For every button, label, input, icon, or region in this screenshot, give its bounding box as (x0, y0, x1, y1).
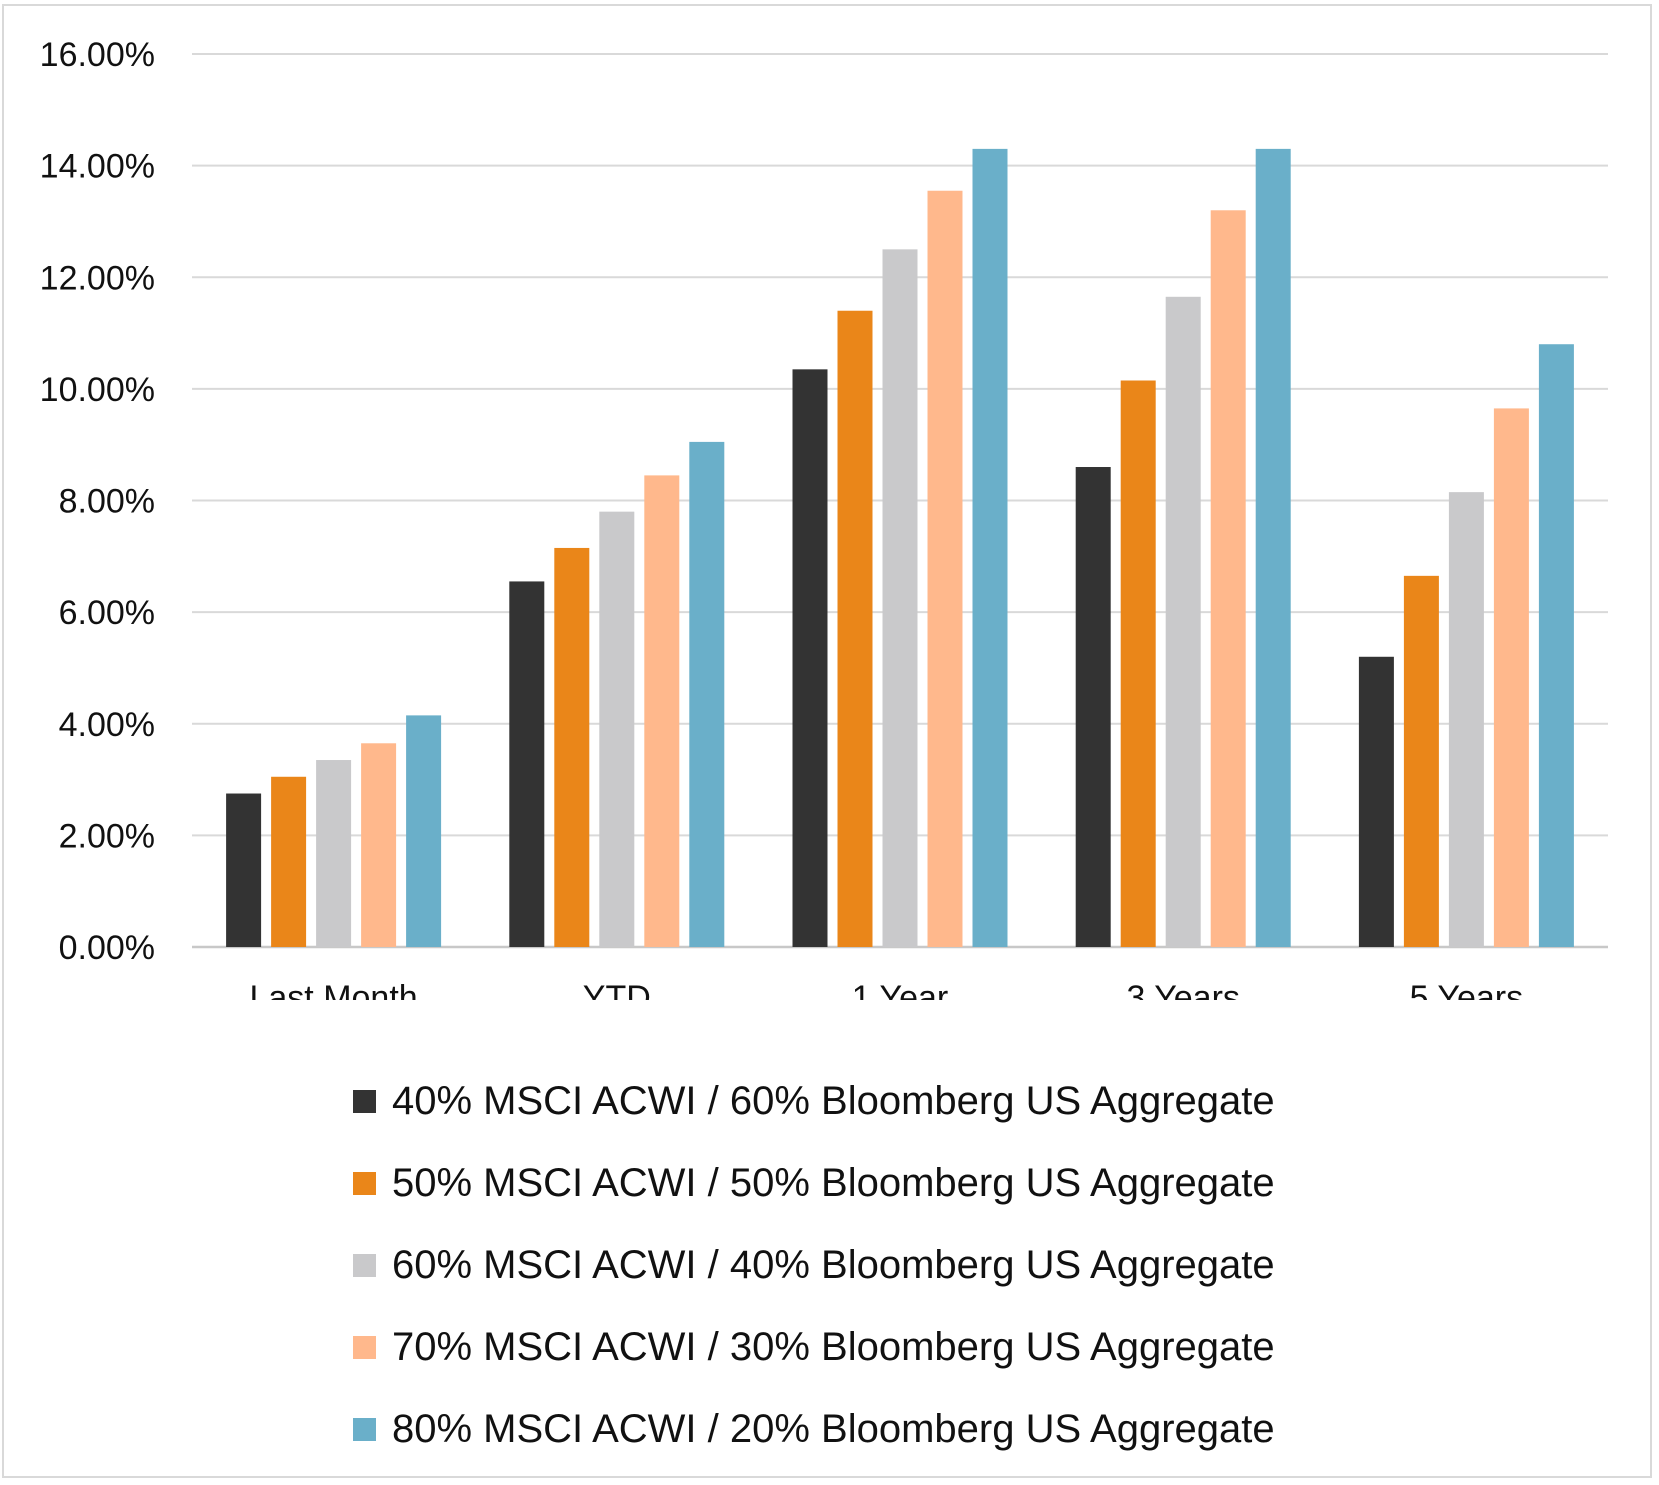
legend-item: 60% MSCI ACWI / 40% Bloomberg US Aggrega… (353, 1224, 1275, 1306)
bar (361, 743, 397, 947)
y-tick-label: 6.00% (59, 594, 155, 632)
legend-item: 40% MSCI ACWI / 60% Bloomberg US Aggrega… (353, 1060, 1275, 1142)
bar (1403, 575, 1439, 947)
bar-chart: 0.00% 2.00% 4.00% 6.00% 8.00% 10.00% 12.00% 14.… (40, 36, 1608, 1000)
bar (509, 581, 545, 947)
bar (1210, 210, 1246, 947)
bar (226, 793, 262, 947)
legend-swatch (353, 1253, 376, 1277)
bar (271, 776, 307, 947)
y-tick-label: 2.00% (59, 817, 155, 855)
x-tick-label: 3 Years (1126, 979, 1239, 1000)
bar (972, 148, 1008, 948)
y-tick-label: 10.00% (40, 371, 155, 409)
y-tick-label: 8.00% (59, 483, 155, 521)
bar (837, 310, 873, 947)
bar (1358, 656, 1394, 947)
y-tick-label: 12.00% (40, 259, 155, 297)
y-tick-label: 0.00% (59, 929, 155, 967)
legend-label: 40% MSCI ACWI / 60% Bloomberg US Aggrega… (392, 1078, 1275, 1123)
bar (1075, 467, 1111, 947)
legend-swatch (353, 1335, 376, 1359)
bar (1165, 296, 1201, 947)
bar (599, 511, 635, 947)
legend-label: 60% MSCI ACWI / 40% Bloomberg US Aggrega… (392, 1242, 1275, 1287)
bar (554, 547, 590, 947)
bar (1538, 344, 1574, 948)
bar (1493, 408, 1529, 947)
x-tick-label: 5 Years (1410, 979, 1523, 1000)
legend-label: 80% MSCI ACWI / 20% Bloomberg US Aggrega… (392, 1406, 1275, 1451)
legend-label: 70% MSCI ACWI / 30% Bloomberg US Aggrega… (392, 1324, 1275, 1369)
legend-item: 70% MSCI ACWI / 30% Bloomberg US Aggrega… (353, 1306, 1275, 1388)
bar (689, 441, 725, 947)
legend-swatch (353, 1171, 376, 1195)
bar (316, 760, 352, 947)
bar (792, 369, 828, 947)
y-tick-label: 14.00% (40, 148, 155, 186)
y-tick-label: 16.00% (40, 36, 155, 74)
bar (644, 475, 680, 947)
bar (882, 249, 918, 947)
y-tick-label: 4.00% (59, 706, 155, 744)
legend-item: 50% MSCI ACWI / 50% Bloomberg US Aggrega… (353, 1142, 1275, 1224)
legend-swatch (353, 1089, 376, 1113)
bar (1120, 380, 1156, 947)
bar (1255, 148, 1291, 948)
legend-swatch (353, 1417, 376, 1441)
bar (927, 190, 963, 948)
bar (406, 715, 442, 947)
x-tick-label: 1 Year (852, 979, 948, 1000)
legend-label: 50% MSCI ACWI / 50% Bloomberg US Aggrega… (392, 1160, 1275, 1205)
x-tick-label: YTD (583, 979, 651, 1000)
x-tick-label: Last Month (249, 979, 417, 1000)
chart-legend: 40% MSCI ACWI / 60% Bloomberg US Aggrega… (353, 1060, 1275, 1470)
legend-item: 80% MSCI ACWI / 20% Bloomberg US Aggrega… (353, 1388, 1275, 1470)
bar (1448, 492, 1484, 947)
